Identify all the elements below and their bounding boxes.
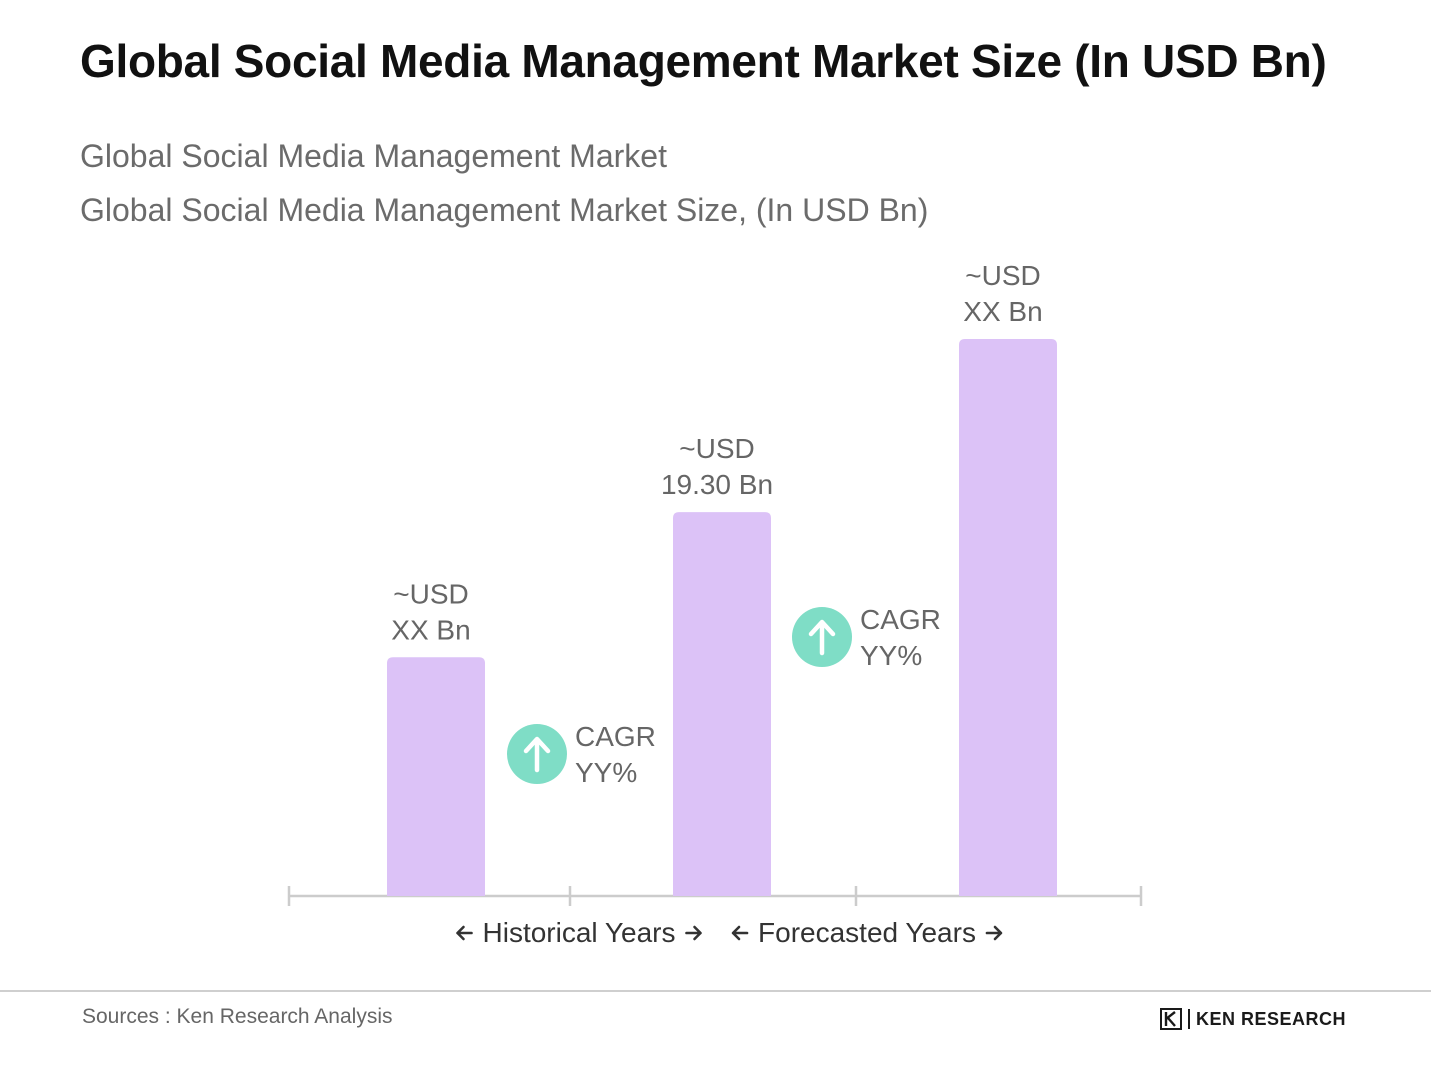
chart-title: Global Social Media Management Market Si…	[80, 35, 1327, 87]
brand-name: KEN RESEARCH	[1196, 1008, 1347, 1029]
bar-value-label: XX Bn	[963, 296, 1042, 327]
arrow-right-icon	[985, 925, 1003, 941]
chart-subtitle-2: Global Social Media Management Market Si…	[80, 192, 929, 228]
ken-research-logo-icon	[1160, 1008, 1182, 1030]
bar-chart: ~USD XX Bn ~USD 19.30 Bn ~USD XX Bn CAGR YY% CAG…	[287, 260, 1143, 948]
brand-logo: KEN RESEARCH	[1160, 1008, 1346, 1030]
logo-separator	[1188, 1009, 1190, 1029]
bar	[673, 512, 771, 896]
bar-value-label: XX Bn	[391, 614, 470, 645]
bar-value-label: 19.30 Bn	[661, 469, 773, 500]
bar	[387, 657, 485, 896]
cagr-label: CAGR	[860, 604, 941, 635]
arrow-up-icon	[808, 619, 836, 656]
bar-value-label: ~USD	[965, 260, 1040, 291]
bar-value-label: ~USD	[393, 578, 468, 609]
cagr-label: YY%	[575, 757, 637, 788]
arrow-right-icon	[685, 925, 702, 941]
source-note: Sources : Ken Research Analysis	[82, 1005, 393, 1028]
footer-divider	[0, 990, 1431, 992]
bar	[959, 339, 1057, 896]
arrow-up-icon	[523, 736, 551, 773]
period-label: Historical Years	[483, 917, 676, 948]
bar-value-label: ~USD	[679, 433, 754, 464]
arrow-left-icon	[456, 925, 473, 941]
cagr-label: CAGR	[575, 721, 656, 752]
chart-subtitle-1: Global Social Media Management Market	[80, 138, 667, 174]
period-label: Forecasted Years	[758, 917, 976, 948]
arrow-left-icon	[731, 925, 749, 941]
cagr-label: YY%	[860, 640, 922, 671]
